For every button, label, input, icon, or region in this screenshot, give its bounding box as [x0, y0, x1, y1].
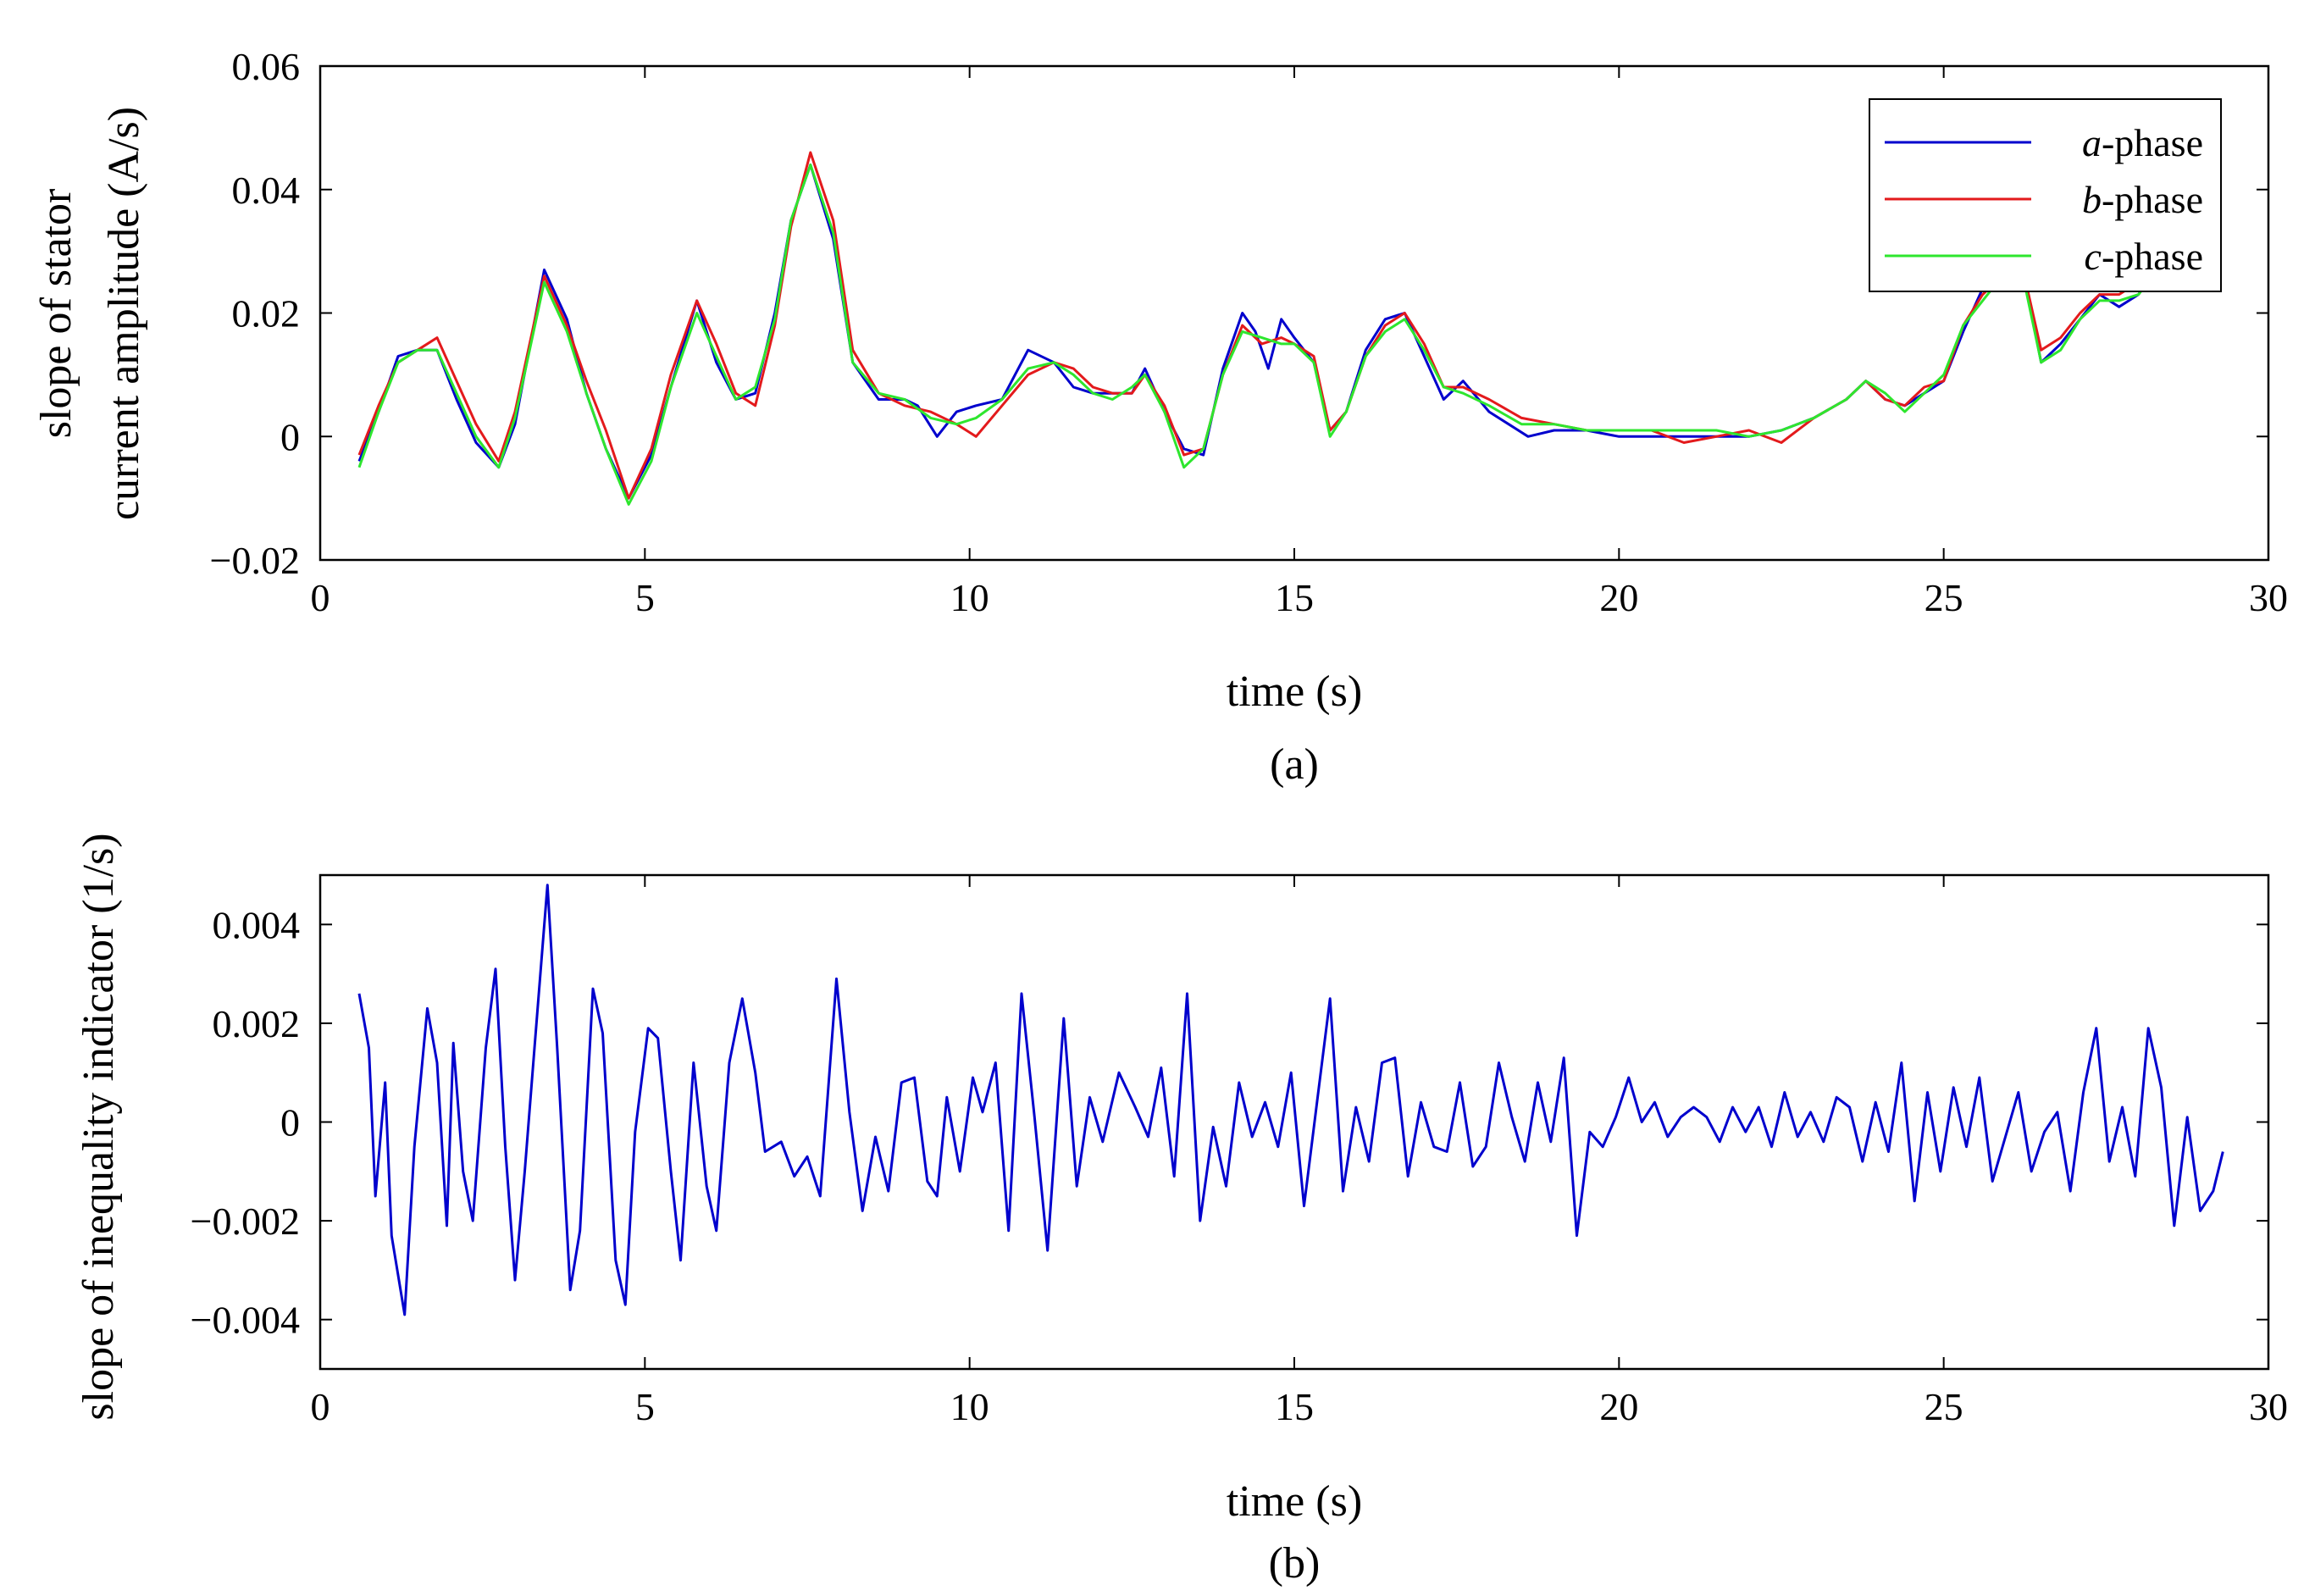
y-tick-label: 0 [280, 1101, 300, 1144]
x-tick-label: 30 [2249, 576, 2288, 619]
x-tick-label: 20 [1599, 1385, 1638, 1428]
y-tick-label: −0.002 [191, 1200, 300, 1243]
y-tick-label: 0 [280, 415, 300, 458]
x-tick-label: 30 [2249, 1385, 2288, 1428]
legend-label-b-phase: b-phase [2082, 178, 2203, 221]
x-tick-label: 0 [311, 1385, 330, 1428]
panel-b-caption: (b) [1269, 1539, 1321, 1588]
x-tick-label: 5 [635, 576, 655, 619]
series-line-b-phase [357, 151, 2179, 500]
y-tick-label: 0.002 [213, 1002, 301, 1045]
panel-a-legend: a-phase b-phase c-phase [1869, 98, 2222, 292]
series-line-c-phase [357, 163, 2179, 506]
x-tick-label: 25 [1925, 576, 1963, 619]
series-line-inequality-indicator-slope [357, 884, 2224, 1316]
panel-b-ticks: 0 5 10 15 20 25 30 −0.004 −0.002 0 0.002 0.004 [191, 875, 2288, 1428]
panel-a-ticks: 0 5 10 15 20 25 30 −0.02 0 0.02 0.04 0.06 [210, 45, 2288, 619]
panel-a-series [357, 151, 2179, 506]
y-tick-label: 0.02 [232, 292, 301, 335]
panel-b: 0 5 10 15 20 25 30 −0.004 −0.002 0 0.002 0.004 time… [75, 833, 2288, 1588]
y-tick-label: −0.02 [210, 539, 300, 582]
x-tick-label: 15 [1275, 576, 1314, 619]
panel-b-ylabel: slope of inequality indicator (1/s) [75, 833, 123, 1420]
x-tick-label: 0 [311, 576, 330, 619]
x-tick-label: 15 [1275, 1385, 1314, 1428]
y-tick-label: 0.06 [232, 45, 301, 88]
x-tick-label: 20 [1599, 576, 1638, 619]
x-tick-label: 10 [950, 1385, 989, 1428]
x-tick-label: 5 [635, 1385, 655, 1428]
panel-a-ylabel-line-1: slope of stator [32, 189, 80, 439]
legend-label-c-phase: c-phase [2085, 235, 2203, 278]
legend-label-a-phase: a-phase [2082, 121, 2203, 164]
y-tick-label: −0.004 [191, 1299, 300, 1342]
panel-a-xlabel: time (s) [1227, 668, 1362, 716]
y-tick-label: 0.04 [232, 169, 301, 212]
x-tick-label: 25 [1925, 1385, 1963, 1428]
panel-a-ylabel-line-2: current amplitude (A/s) [100, 107, 148, 520]
panel-b-series [357, 884, 2224, 1316]
y-tick-label: 0.004 [213, 903, 301, 946]
panel-b-xlabel: time (s) [1227, 1477, 1362, 1526]
panel-a-caption: (a) [1270, 740, 1319, 789]
legend-box [1869, 98, 2222, 292]
x-tick-label: 10 [950, 576, 989, 619]
